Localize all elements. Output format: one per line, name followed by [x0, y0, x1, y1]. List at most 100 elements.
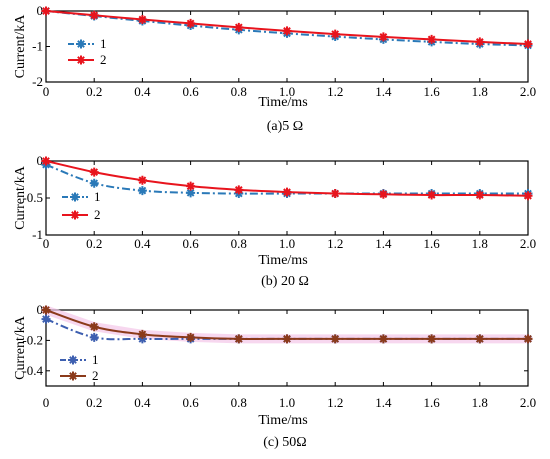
- x-tick-label: 1.4: [375, 236, 392, 251]
- legend-marker: [68, 371, 78, 381]
- data-point: [186, 332, 196, 342]
- data-point: [234, 22, 244, 32]
- data-point: [41, 156, 51, 166]
- data-point: [427, 34, 437, 44]
- plot-frame: [45, 10, 529, 83]
- x-tick-label: 0.2: [86, 395, 102, 410]
- data-point: [475, 37, 485, 47]
- data-point: [137, 334, 147, 344]
- x-tick-label: 1.0: [279, 395, 295, 410]
- legend-label: 2: [94, 207, 101, 222]
- data-point: [523, 191, 533, 201]
- panel-caption: (a)5 Ω: [267, 119, 303, 134]
- data-point: [427, 190, 437, 200]
- y-axis-label: Current/kA: [13, 165, 28, 230]
- y-tick-label: -0.5: [22, 190, 43, 205]
- data-point: [234, 334, 244, 344]
- data-point: [137, 186, 147, 196]
- data-point: [330, 334, 340, 344]
- y-axis-label: Current/kA: [13, 14, 28, 79]
- x-tick-label: 0.4: [134, 395, 151, 410]
- data-point: [186, 18, 196, 28]
- data-point: [41, 314, 51, 324]
- y-tick-label: -1: [32, 227, 43, 242]
- data-point: [137, 329, 147, 339]
- data-point: [89, 332, 99, 342]
- data-point: [89, 10, 99, 20]
- data-point: [41, 6, 51, 16]
- x-axis-label: Time/ms: [258, 95, 307, 110]
- x-tick-label: 0.6: [182, 84, 199, 99]
- y-tick-label: -0.2: [22, 332, 43, 347]
- x-tick-label: 0.2: [86, 84, 102, 99]
- legend-label: 1: [100, 36, 107, 51]
- x-tick-label: 1.8: [472, 395, 488, 410]
- x-tick-label: 1.2: [327, 395, 343, 410]
- x-tick-label: 1.4: [375, 84, 392, 99]
- data-point: [427, 334, 437, 344]
- y-tick-label: 0: [37, 153, 44, 168]
- series-2: [41, 305, 533, 344]
- legend-marker: [70, 192, 80, 202]
- panel-caption: (c) 50Ω: [263, 435, 306, 450]
- x-tick-label: 0: [43, 84, 50, 99]
- legend-label: 2: [92, 368, 99, 383]
- series-2: [41, 6, 533, 49]
- series-2: [41, 156, 533, 201]
- x-tick-label: 1.6: [423, 395, 440, 410]
- chart-panel-3: 0 0.2 0.4 0.6 0.8 1.0 1.2 1.4 1.6 1.8 2.0 0 -0.2 -0.4…: [13, 302, 536, 450]
- x-tick-label: 1.2: [327, 84, 343, 99]
- data-point: [89, 167, 99, 177]
- data-point: [282, 26, 292, 36]
- y-tick-label: -0.4: [22, 363, 43, 378]
- chart-panel-1: 0 0.2 0.4 0.6 0.8 1.0 1.2 1.4 1.6 1.8 2.0 0 -1 -2 Time…: [13, 3, 536, 134]
- legend-marker: [68, 355, 78, 365]
- x-tick-label: 1.0: [279, 236, 295, 251]
- data-point: [282, 334, 292, 344]
- x-tick-label: 2.0: [520, 236, 536, 251]
- legend-label: 2: [100, 52, 107, 67]
- data-point: [330, 29, 340, 39]
- data-point: [523, 334, 533, 344]
- y-tick-label: 0: [37, 302, 44, 317]
- data-point: [475, 190, 485, 200]
- x-tick-label: 2.0: [520, 84, 536, 99]
- x-axis-label: Time/ms: [258, 253, 307, 268]
- data-point: [89, 322, 99, 332]
- y-tick-label: 0: [37, 3, 44, 18]
- legend-label: 1: [92, 352, 99, 367]
- data-point: [234, 185, 244, 195]
- x-tick-label: 1.6: [423, 84, 440, 99]
- x-tick-label: 1.0: [279, 84, 295, 99]
- x-tick-label: 0.4: [134, 84, 151, 99]
- y-tick-label: -1: [32, 39, 43, 54]
- x-tick-label: 0.2: [86, 236, 102, 251]
- legend-marker: [70, 210, 80, 220]
- x-tick-label: 0.6: [182, 395, 199, 410]
- x-tick-label: 0.8: [231, 395, 247, 410]
- panel-caption: (b) 20 Ω: [261, 274, 309, 289]
- data-point: [41, 305, 51, 315]
- x-tick-label: 0.6: [182, 236, 199, 251]
- data-point: [137, 175, 147, 185]
- x-tick-label: 0: [43, 395, 50, 410]
- data-point: [475, 334, 485, 344]
- x-tick-label: 2.0: [520, 395, 536, 410]
- data-point: [378, 334, 388, 344]
- chart-panel-2: 0 0.2 0.4 0.6 0.8 1.0 1.2 1.4 1.6 1.8 2.0 0 -0.5 -1 Ti…: [13, 153, 536, 289]
- x-tick-label: 0.8: [231, 84, 247, 99]
- x-tick-label: 1.4: [375, 395, 392, 410]
- x-tick-label: 0.8: [231, 236, 247, 251]
- data-point: [282, 187, 292, 197]
- legend-marker: [76, 39, 86, 49]
- y-tick-label: -2: [32, 74, 43, 89]
- legend-label: 1: [94, 189, 101, 204]
- x-tick-label: 0: [43, 236, 50, 251]
- x-tick-label: 1.8: [472, 84, 488, 99]
- data-point: [523, 39, 533, 49]
- x-tick-label: 0.4: [134, 236, 151, 251]
- x-axis-label: Time/ms: [258, 413, 307, 428]
- y-axis-label: Current/kA: [13, 315, 28, 380]
- data-point: [378, 189, 388, 199]
